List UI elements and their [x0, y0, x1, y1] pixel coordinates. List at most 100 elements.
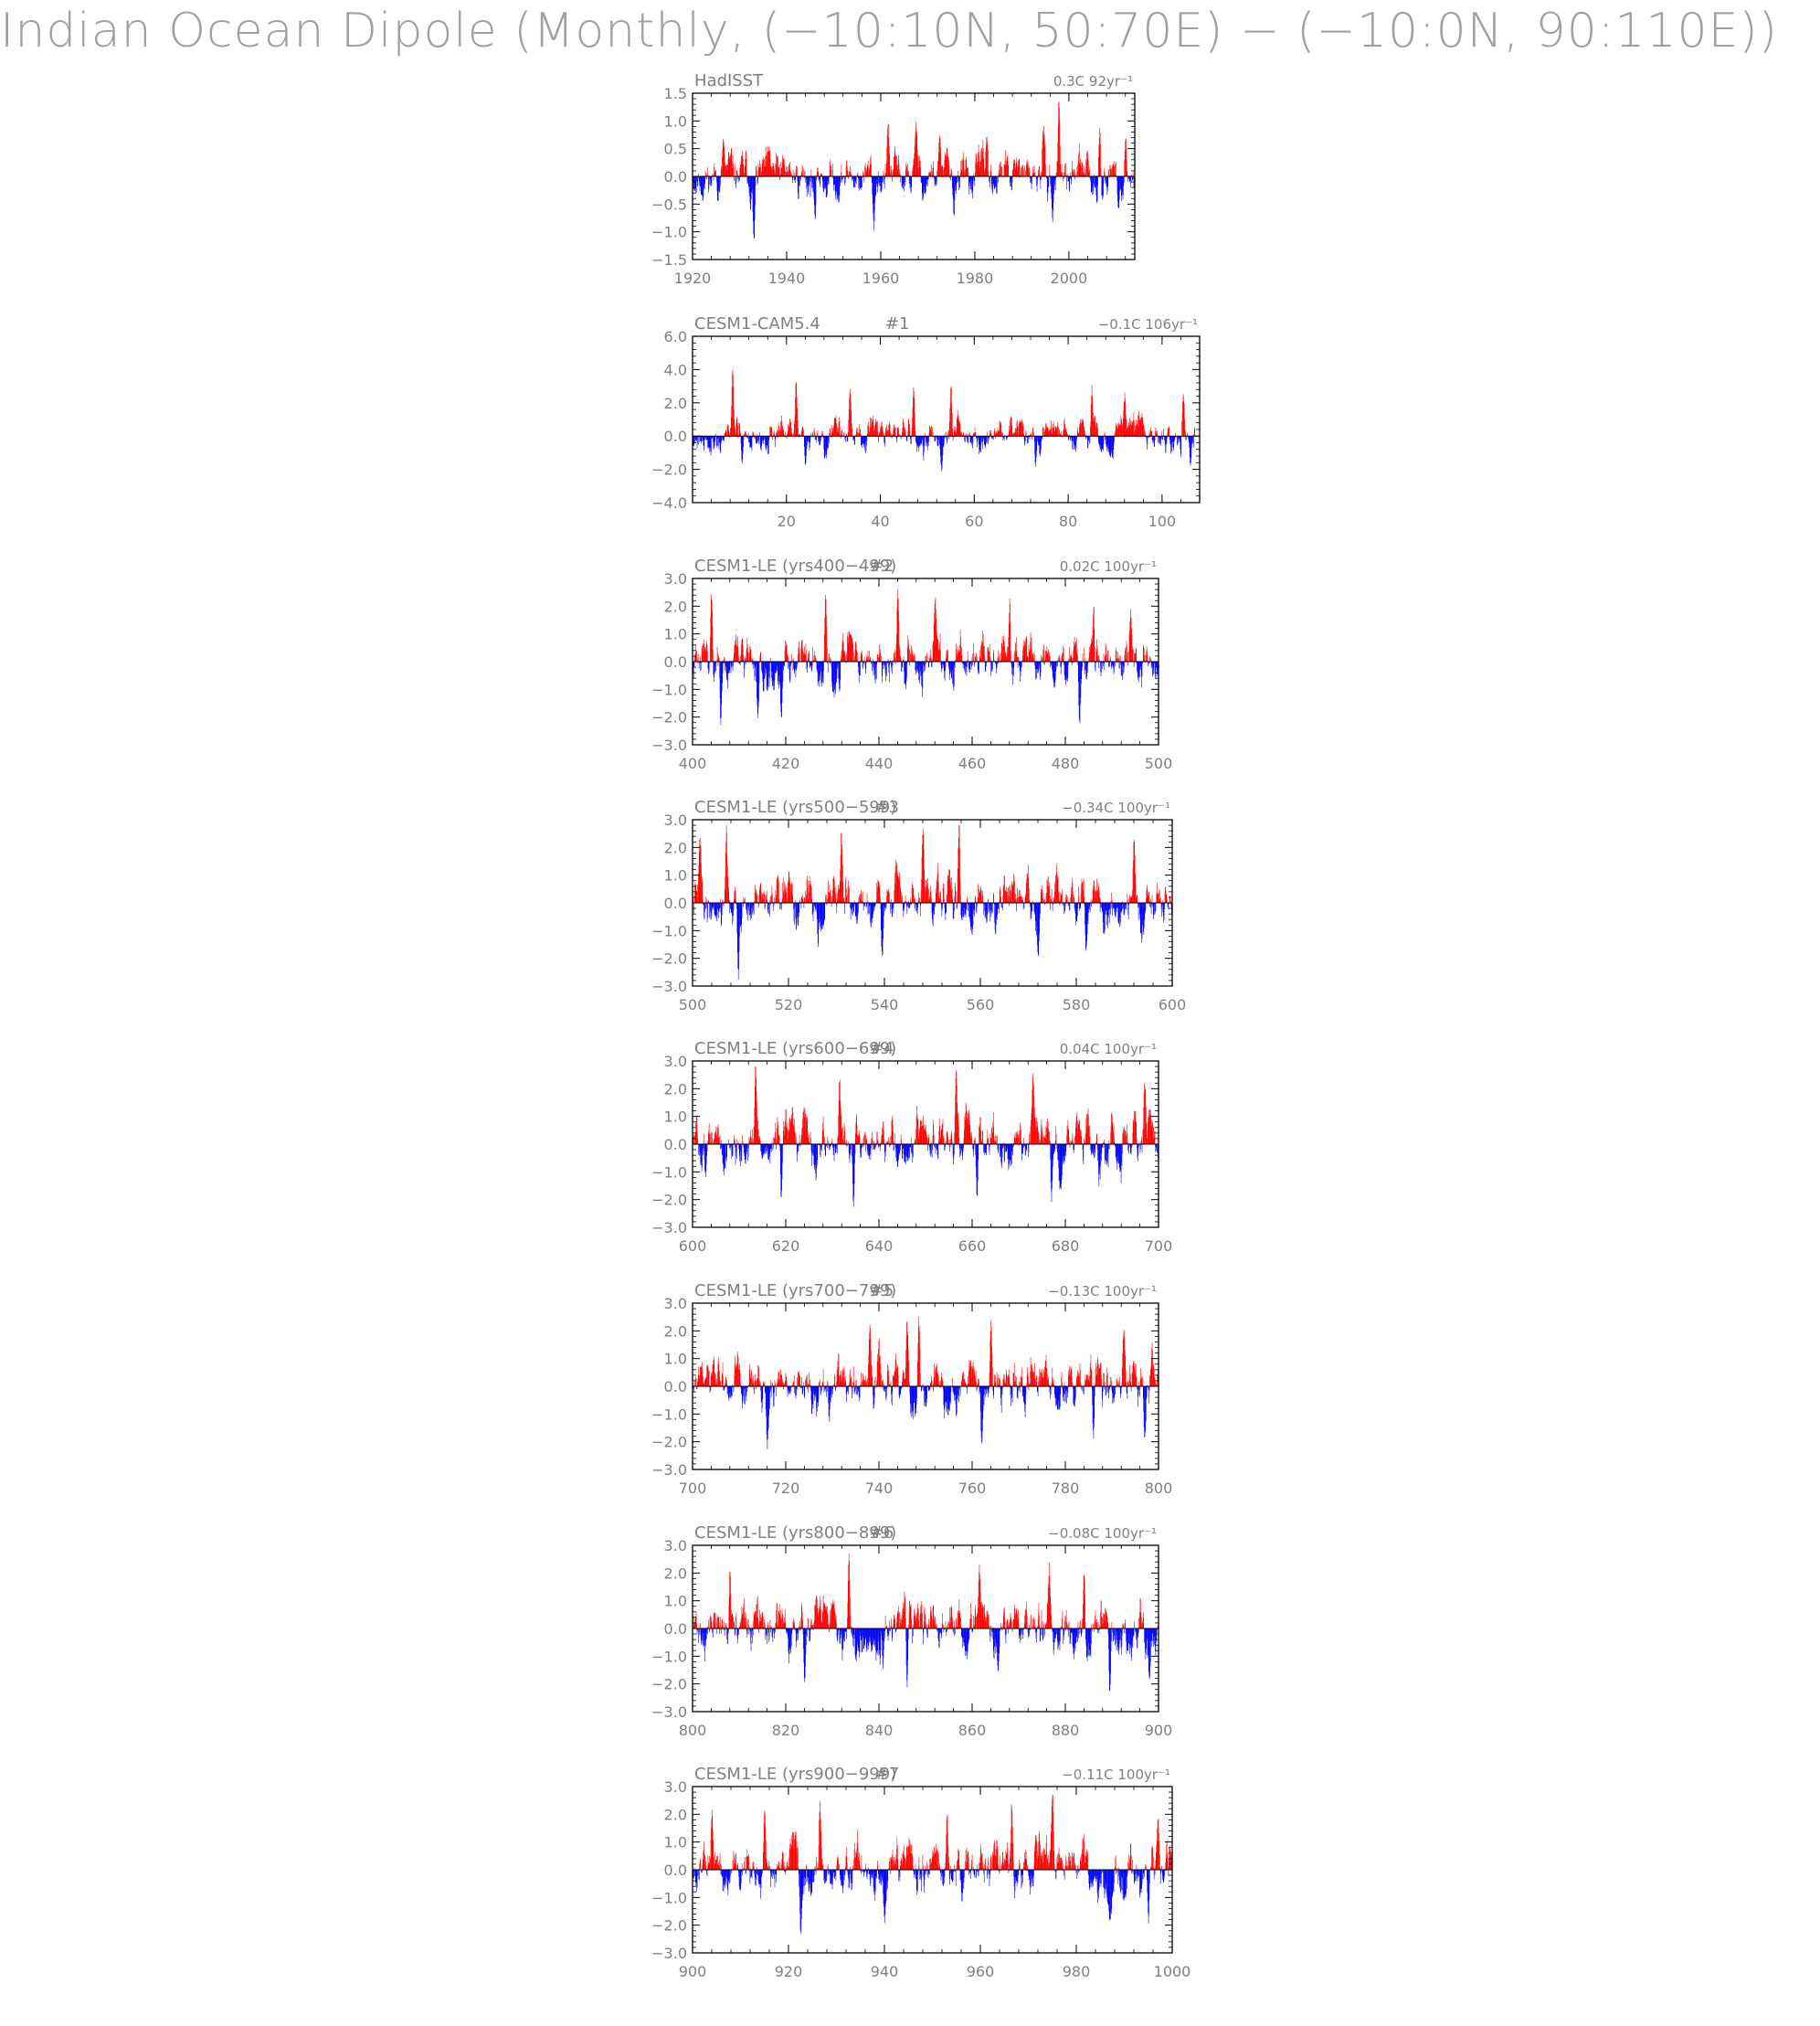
idod-bar [707, 166, 708, 176]
idod-bar [976, 903, 977, 912]
idod-bar [849, 903, 851, 908]
idod-bar [709, 903, 710, 918]
idod-bar [873, 662, 874, 671]
idod-bar [1018, 426, 1019, 437]
idod-bar [1167, 432, 1169, 437]
idod-bar [1026, 161, 1028, 176]
idod-bar [975, 432, 977, 437]
idod-bar [982, 642, 983, 662]
idod-bar [880, 903, 882, 910]
idod-bar [981, 148, 982, 176]
idod-bar [804, 901, 806, 903]
idod-bar [841, 844, 842, 903]
idod-bar [1042, 657, 1043, 662]
idod-bar [846, 654, 847, 662]
idod-bar [735, 416, 737, 437]
idod-bar [693, 436, 694, 445]
idod-bar [1003, 635, 1004, 662]
idod-bar [989, 170, 991, 176]
idod-bar [1116, 658, 1118, 662]
idod-bar [1068, 434, 1070, 437]
idod-bar [718, 903, 720, 918]
idod-bar [1069, 436, 1071, 440]
idod-bar [976, 903, 978, 914]
idod-bar [892, 660, 894, 662]
idod-bar [829, 884, 831, 903]
idod-bar [1125, 141, 1126, 176]
idod-bar [943, 662, 945, 668]
idod-bar [964, 662, 965, 672]
idod-bar [1093, 420, 1095, 437]
idod-bar [817, 432, 818, 437]
idod-bar [735, 899, 736, 903]
idod-bar [835, 176, 837, 200]
idod-bar [705, 174, 706, 176]
idod-bar [821, 436, 823, 439]
idod-bar [983, 436, 984, 440]
idod-bar [835, 418, 836, 437]
idod-bar [1121, 176, 1123, 202]
idod-bar [1153, 436, 1154, 440]
idod-bar [1030, 434, 1031, 437]
idod-bar [780, 662, 781, 704]
idod-bar [860, 176, 861, 189]
idod-bar [695, 436, 697, 441]
idod-bar [905, 163, 907, 176]
idod-bar [1095, 427, 1097, 437]
idod-bar [1096, 422, 1097, 437]
idod-bar [741, 903, 742, 925]
idod-bar [792, 662, 794, 671]
idod-bar [911, 427, 913, 437]
idod-bar [780, 421, 781, 437]
idod-bar [1045, 424, 1047, 437]
idod-bar [1086, 662, 1088, 666]
idod-bar [837, 427, 839, 437]
idod-bar [791, 660, 793, 662]
idod-bar [1045, 893, 1047, 903]
idod-bar [721, 903, 723, 916]
idod-bar [802, 426, 803, 437]
idod-bar [1015, 429, 1016, 437]
idod-bar [1044, 143, 1046, 176]
idod-bar [1174, 436, 1176, 440]
idod-bar [823, 903, 825, 924]
idod-bar [1182, 397, 1184, 437]
idod-bar [1059, 433, 1061, 437]
idod-bar [810, 662, 811, 666]
idod-bar [809, 436, 811, 438]
idod-bar [873, 176, 874, 221]
idod-bar [820, 662, 821, 673]
idod-bar [805, 176, 807, 184]
idod-bar [1147, 436, 1148, 450]
idod-bar [966, 433, 968, 437]
idod-bar [983, 903, 985, 905]
idod-bar [936, 879, 937, 903]
idod-bar [732, 369, 734, 437]
idod-bar [1050, 662, 1052, 663]
idod-bar [702, 436, 704, 439]
idod-bar [782, 425, 783, 437]
idod-bar [770, 426, 771, 437]
idod-bar [1028, 435, 1030, 437]
idod-bar [962, 433, 964, 437]
idod-bar [756, 166, 757, 176]
idod-bar [1080, 161, 1082, 176]
idod-bar [700, 662, 702, 670]
idod-bar [1048, 176, 1049, 188]
y-tick-label: −3.0 [651, 737, 687, 754]
idod-bar [1124, 151, 1126, 176]
idod-bar [1044, 662, 1045, 665]
idod-bar [1112, 164, 1113, 176]
idod-bar [968, 662, 969, 669]
idod-bar [704, 903, 706, 908]
idod-bar [730, 662, 731, 664]
idod-bar [837, 431, 838, 437]
idod-bar [965, 169, 966, 176]
idod-bar [1025, 638, 1026, 662]
idod-bar [753, 903, 755, 915]
idod-bar [766, 436, 767, 451]
idod-bar [970, 662, 972, 670]
idod-bar [909, 424, 910, 437]
idod-bar [810, 432, 811, 437]
idod-bar [958, 652, 960, 662]
